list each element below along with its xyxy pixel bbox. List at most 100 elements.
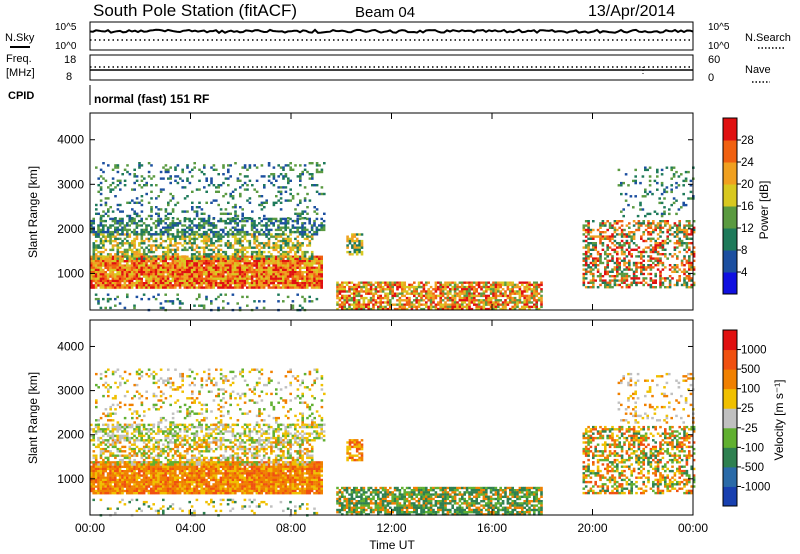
heatmap-cell <box>195 286 199 289</box>
heatmap-cell <box>114 239 117 243</box>
heatmap-cell <box>683 228 686 232</box>
heatmap-cell <box>274 277 278 280</box>
heatmap-cell <box>294 268 297 272</box>
heatmap-cell <box>511 292 514 295</box>
heatmap-cell <box>234 235 237 238</box>
heatmap-cell <box>102 271 105 274</box>
heatmap-cell <box>207 277 211 280</box>
heatmap-cell <box>260 277 263 280</box>
heatmap-cell <box>200 268 203 272</box>
heatmap-cell <box>320 228 323 232</box>
heatmap-cell <box>126 275 129 278</box>
heatmap-cell <box>415 296 418 300</box>
heatmap-cell <box>130 275 134 278</box>
heatmap-cell <box>284 164 288 167</box>
heatmap-cell <box>210 284 213 287</box>
heatmap-cell <box>315 228 319 232</box>
heatmap-cell <box>90 222 93 225</box>
heatmap-cell <box>437 288 440 291</box>
heatmap-cell <box>246 271 249 274</box>
heatmap-cell <box>299 164 302 167</box>
heatmap-cell <box>198 217 201 221</box>
heatmap-cell <box>601 279 605 282</box>
heatmap-cell <box>291 230 295 234</box>
heatmap-cell <box>202 255 206 258</box>
heatmap-cell <box>123 184 127 187</box>
heatmap-cell <box>111 461 115 464</box>
heatmap-cell <box>133 230 136 234</box>
heatmap-cell <box>275 179 278 182</box>
heatmap-cell <box>690 264 693 267</box>
heatmap-cell <box>123 284 127 287</box>
heatmap-cell <box>202 237 206 241</box>
heatmap-cell <box>521 283 524 287</box>
heatmap-cell <box>372 283 375 287</box>
heatmap-cell <box>99 239 103 243</box>
heatmap-cell <box>126 214 129 218</box>
heatmap-cell <box>229 192 232 196</box>
heatmap-cell <box>246 184 249 187</box>
heatmap-cell <box>205 201 208 204</box>
heatmap-cell <box>320 222 323 225</box>
heatmap-cell <box>427 292 430 295</box>
heatmap-cell <box>121 255 124 258</box>
heatmap-cell <box>140 286 143 289</box>
heatmap-cell <box>171 208 175 211</box>
heatmap-cell <box>246 282 249 285</box>
heatmap-cell <box>234 264 237 267</box>
heatmap-cell <box>270 268 273 272</box>
heatmap-cell <box>169 264 172 267</box>
heatmap-cell <box>453 290 457 293</box>
heatmap-cell <box>439 283 442 287</box>
heatmap-cell <box>135 237 139 241</box>
heatmap-cell <box>181 248 184 252</box>
heatmap-cell <box>157 282 160 285</box>
heatmap-cell <box>94 253 98 256</box>
heatmap-cell <box>637 224 641 227</box>
nave-tick-bottom: 0 <box>708 72 714 84</box>
heatmap-cell <box>279 262 283 265</box>
heatmap-cell <box>212 244 216 247</box>
heatmap-cell <box>683 270 686 273</box>
heatmap-cell <box>630 281 633 284</box>
heatmap-cell <box>617 168 621 172</box>
heatmap-cell <box>198 260 201 263</box>
heatmap-cell <box>102 228 105 232</box>
heatmap-cell <box>97 228 100 232</box>
heatmap-cell <box>320 275 323 278</box>
heatmap-cell <box>470 301 474 304</box>
heatmap-cell <box>372 288 375 291</box>
heatmap-cell <box>246 168 249 171</box>
heatmap-cell <box>270 286 273 289</box>
heatmap-cell <box>248 179 252 182</box>
heatmap-cell <box>106 268 110 272</box>
heatmap-cell <box>94 463 98 466</box>
heatmap-cell <box>625 275 629 278</box>
heatmap-cell <box>97 250 100 254</box>
heatmap-cell <box>298 268 302 272</box>
heatmap-cell <box>90 277 93 280</box>
heatmap-cell <box>294 212 297 215</box>
heatmap-cell <box>241 217 244 221</box>
heatmap-cell <box>274 255 278 258</box>
heatmap-cell <box>152 260 155 263</box>
heatmap-cell <box>92 222 95 225</box>
heatmap-cell <box>640 250 643 254</box>
heatmap-cell <box>145 237 148 241</box>
heatmap-cell <box>229 233 232 236</box>
heatmap-cell <box>255 306 259 310</box>
heatmap-cell <box>353 303 356 306</box>
heatmap-cell <box>138 277 141 280</box>
heatmap-cell <box>162 250 165 254</box>
heatmap-cell <box>171 210 175 213</box>
heatmap-cell <box>226 286 230 289</box>
heatmap-cell <box>523 301 526 304</box>
heatmap-cell <box>119 203 122 207</box>
heatmap-cell <box>274 268 278 272</box>
heatmap-cell <box>611 242 614 245</box>
heatmap-cell <box>104 224 107 227</box>
heatmap-cell <box>688 261 691 265</box>
heatmap-cell <box>296 286 299 289</box>
heatmap-cell <box>604 270 607 273</box>
